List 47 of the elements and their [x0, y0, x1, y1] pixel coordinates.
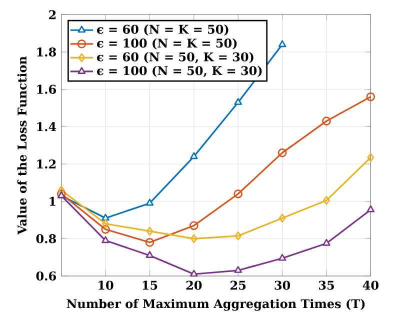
- y-tick-label: 1.2: [37, 159, 56, 169]
- legend-label: ϵ = 100 (N = K = 50): [97, 38, 237, 50]
- legend-label: ϵ = 100 (N = 50, K = 30): [97, 66, 262, 78]
- point: [322, 238, 330, 246]
- point: [366, 92, 376, 102]
- y-tick-label: 1.8: [37, 47, 56, 57]
- point: [101, 224, 110, 234]
- point: [322, 116, 331, 126]
- y-axis-title: Value of the Loss Function: [17, 56, 27, 235]
- x-tick-label: 15: [142, 280, 158, 290]
- x-tick-label: 40: [362, 280, 378, 290]
- legend-label: ϵ = 60 (N = K = 50): [97, 24, 228, 36]
- point: [145, 238, 154, 247]
- point: [146, 251, 154, 258]
- point: [323, 196, 330, 205]
- point: [278, 40, 286, 48]
- legend-label: ϵ = 60 (N = 50, K = 30): [97, 52, 254, 64]
- point: [234, 231, 242, 240]
- x-tick-label: 25: [230, 280, 246, 290]
- point: [234, 98, 242, 105]
- point: [102, 219, 109, 228]
- y-tick-label: 0.8: [36, 234, 56, 244]
- point: [102, 236, 110, 244]
- x-axis-title: Number of Maximum Aggregation Times (T): [66, 298, 365, 311]
- point: [234, 189, 243, 198]
- point: [278, 254, 286, 261]
- point: [367, 153, 374, 162]
- y-tick-label: 2: [49, 10, 56, 20]
- x-tick-label: 20: [186, 280, 202, 290]
- point: [190, 270, 198, 277]
- y-tick-label: 1.4: [37, 122, 56, 132]
- point: [102, 214, 110, 221]
- point: [366, 205, 375, 212]
- point: [190, 152, 198, 160]
- point: [190, 221, 198, 230]
- x-tick-label: 30: [274, 280, 290, 290]
- x-tick-label: 35: [318, 280, 334, 290]
- point: [278, 148, 287, 158]
- point: [234, 266, 242, 273]
- point: [146, 226, 154, 236]
- point: [146, 198, 154, 206]
- point: [278, 214, 286, 223]
- y-tick-label: 1: [50, 196, 56, 206]
- x-tick-label: 10: [98, 280, 114, 290]
- y-tick-label: 1.6: [37, 84, 56, 94]
- point: [190, 234, 198, 244]
- y-tick-label: 0.6: [36, 271, 56, 281]
